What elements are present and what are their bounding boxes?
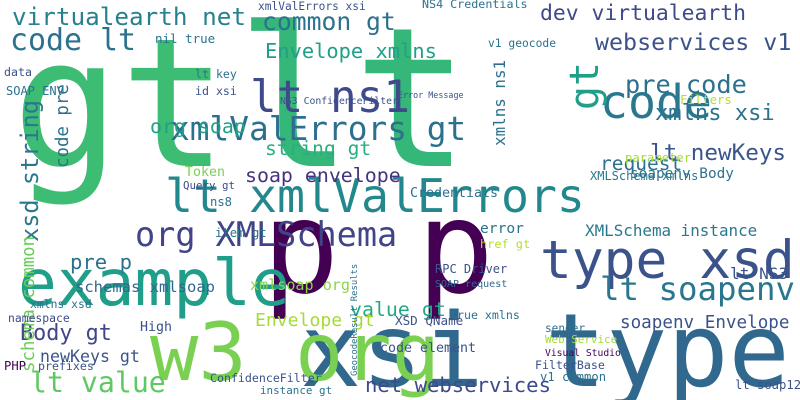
word: webservices v1 xyxy=(595,29,791,56)
word: code pre xyxy=(53,84,73,168)
word: soapenv Envelope xyxy=(620,313,789,333)
word: Token xyxy=(185,165,225,180)
word: w3 org xyxy=(150,305,440,399)
word: lt key xyxy=(195,67,237,81)
word: error xyxy=(480,220,524,237)
word: XMLSchema instance xyxy=(585,221,757,240)
word: xmlsoap org xyxy=(250,276,350,294)
word: soapenv Body xyxy=(630,166,734,182)
word: Credentials xyxy=(410,186,498,201)
word: Envelope gt xyxy=(255,310,375,331)
word: pre p xyxy=(70,250,132,274)
word: instance gt xyxy=(260,384,332,397)
word: item gt xyxy=(215,226,267,240)
word: code element xyxy=(380,341,476,356)
word: code lt xyxy=(10,23,136,58)
word: GeocodeResult Results xyxy=(350,264,360,376)
word: v1 geocode xyxy=(488,37,556,50)
word: lt soap12 xyxy=(735,378,800,392)
word: FilterBase xyxy=(535,358,605,372)
word: NS3 ConfidenceFilter xyxy=(280,96,398,107)
word: common gt xyxy=(262,7,396,36)
word: namespace xyxy=(8,311,70,325)
word: xsi type xyxy=(300,292,790,400)
word: nil true xyxy=(155,31,215,46)
word: schemas xmlsoap xyxy=(75,278,215,296)
word: sender xyxy=(545,322,585,335)
word: prefixes xyxy=(38,359,94,373)
word: lt xyxy=(236,0,470,212)
word: xmlns xsi xyxy=(655,100,775,126)
word: Body gt xyxy=(20,321,112,346)
word: NS4 Credentials xyxy=(422,0,528,11)
word: SOAP ENV xyxy=(6,84,64,98)
word: lt NS3 xyxy=(730,264,788,283)
word: lt value xyxy=(30,366,166,399)
word: Error Message xyxy=(398,90,464,100)
word: code xyxy=(600,75,712,129)
word: v1 common xyxy=(540,370,606,384)
word: lt newKeys xyxy=(650,140,786,166)
word: lt ns1 xyxy=(250,72,410,123)
word: string gt xyxy=(265,137,371,160)
word: parameter xyxy=(625,151,691,165)
word: pre code xyxy=(625,70,747,99)
word: schema common xyxy=(19,236,39,372)
word: xmlValErrors xsi xyxy=(258,0,366,13)
word: Web Service xyxy=(545,333,617,346)
word: lt soapenv xyxy=(600,270,795,308)
word: virtualearth net xyxy=(12,2,246,31)
word: example xyxy=(18,246,290,321)
word: net webservices xyxy=(365,373,551,397)
word: p p xyxy=(262,174,494,323)
word: true xmlns xyxy=(450,308,520,322)
word: lt xmlValErrors xyxy=(165,169,585,223)
word: High xyxy=(140,320,172,335)
word: href gt xyxy=(480,237,530,251)
word: xmlValErrors gt xyxy=(170,110,466,148)
word: data xyxy=(4,65,32,79)
word: dev virtualearth xyxy=(540,1,746,26)
word: org XMLSchema xyxy=(135,215,397,254)
word: PHP xyxy=(4,359,26,373)
word: SOAP request xyxy=(435,279,507,290)
word: Filters xyxy=(680,93,732,107)
word: xmlns xsd xyxy=(30,297,92,311)
word: XMLSchema xmlns xyxy=(590,169,698,183)
word: value gt xyxy=(350,298,446,321)
word: type xsd xyxy=(540,230,795,291)
word: id xsi xyxy=(195,84,237,98)
word: ns8 xyxy=(210,195,232,209)
word: XSD QName xyxy=(395,313,463,328)
word: gt xyxy=(12,0,228,209)
word: xmlns ns1 xyxy=(490,60,509,146)
word: xsd string xyxy=(16,100,44,242)
word: newKeys gt xyxy=(40,347,140,366)
word: Visual Studio xyxy=(545,348,621,359)
word: Query gt xyxy=(183,179,235,192)
word: request xyxy=(600,152,682,175)
word: gt xyxy=(562,62,608,110)
word: org soap xyxy=(150,115,246,138)
word: soap envelope xyxy=(245,164,401,187)
word: RPC Driver xyxy=(435,262,507,276)
word: ConfidenceFilter xyxy=(210,371,322,385)
word: Envelope xmlns xyxy=(265,39,437,63)
